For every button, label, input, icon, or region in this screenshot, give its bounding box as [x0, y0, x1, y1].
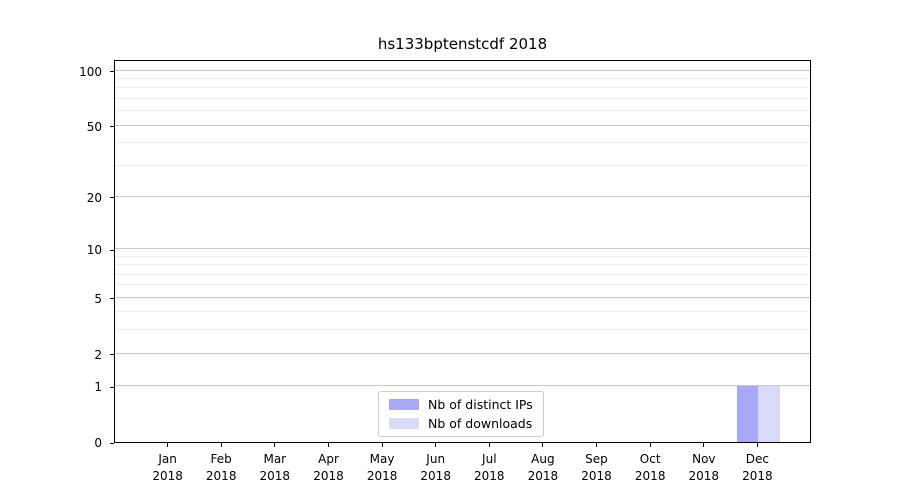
x-tick-mark-4 — [381, 443, 383, 447]
chart-title: hs133bptenstcdf 2018 — [377, 35, 548, 53]
x-tick-label-8: Sep 2018 — [581, 452, 612, 483]
x-tick-mark-2 — [274, 443, 276, 447]
x-tick-label-0: Jan 2018 — [152, 452, 183, 483]
gridline-minor-90 — [115, 77, 810, 79]
gridline-minor-4 — [115, 311, 810, 313]
y-tick-mark-20 — [110, 197, 114, 199]
gridline-major-10 — [115, 248, 810, 249]
gridline-major-5 — [115, 296, 810, 298]
y-tick-label-10: 10 — [86, 243, 102, 257]
y-tick-mark-10 — [110, 249, 114, 251]
y-tick-label-50: 50 — [86, 119, 102, 134]
y-tick-label-20: 20 — [86, 190, 102, 205]
bar-nb-of-distinct-ips-11 — [736, 386, 759, 442]
x-tick-label-4: May 2018 — [366, 452, 398, 483]
plot-area — [114, 60, 811, 443]
x-tick-label-1: Feb 2018 — [205, 452, 237, 483]
gridline-minor-6 — [115, 284, 810, 286]
y-tick-mark-0 — [110, 442, 114, 444]
x-tick-label-9: Oct 2018 — [634, 452, 666, 483]
x-tick-label-6: Jul 2018 — [474, 452, 505, 483]
x-tick-label-5: Jun 2018 — [420, 452, 451, 483]
legend-label-downloads: Nb of downloads — [428, 416, 533, 431]
y-tick-label-100: 100 — [79, 64, 102, 79]
y-tick-mark-1 — [110, 386, 114, 388]
gridline-major-2 — [115, 352, 810, 354]
y-tick-label-5: 5 — [94, 291, 102, 306]
x-tick-mark-8 — [596, 443, 597, 447]
x-tick-mark-10 — [703, 443, 705, 447]
x-tick-label-10: Nov 2018 — [688, 452, 720, 483]
y-tick-label-0: 0 — [94, 436, 102, 450]
x-tick-mark-6 — [488, 443, 490, 447]
gridline-minor-30 — [115, 164, 810, 166]
legend-item-downloads: Nb of downloads — [389, 415, 533, 432]
legend-item-distinct-ips: Nb of distinct IPs — [389, 396, 533, 413]
gridline-major-50 — [115, 124, 810, 126]
x-tick-mark-11 — [756, 443, 758, 447]
x-tick-mark-5 — [435, 443, 437, 447]
y-tick-mark-5 — [110, 298, 114, 300]
y-tick-label-2: 2 — [94, 347, 102, 362]
gridline-minor-60 — [115, 110, 810, 112]
gridline-minor-70 — [115, 97, 810, 99]
legend-swatch-distinct-ips — [389, 399, 419, 410]
x-tick-mark-7 — [542, 443, 544, 447]
gridline-minor-7 — [115, 273, 810, 275]
x-tick-mark-3 — [328, 443, 329, 447]
gridline-minor-3 — [115, 329, 810, 331]
gridline-minor-8 — [115, 264, 810, 266]
legend-swatch-downloads — [389, 418, 419, 429]
gridline-major-1 — [115, 385, 810, 387]
x-tick-mark-0 — [167, 443, 169, 447]
gridline-minor-80 — [115, 87, 810, 89]
y-tick-mark-2 — [110, 354, 114, 356]
gridline-major-20 — [115, 195, 810, 197]
y-tick-mark-50 — [110, 126, 114, 127]
legend-label-distinct-ips: Nb of distinct IPs — [428, 397, 533, 412]
x-tick-mark-9 — [649, 443, 651, 447]
x-tick-label-11: Dec 2018 — [742, 452, 773, 483]
gridline-minor-9 — [115, 255, 810, 257]
y-tick-mark-100 — [110, 71, 114, 72]
legend: Nb of distinct IPs Nb of downloads — [378, 391, 544, 437]
x-tick-mark-1 — [220, 443, 222, 447]
x-tick-label-3: Apr 2018 — [313, 452, 344, 483]
gridline-major-100 — [115, 69, 810, 71]
x-tick-label-2: Mar 2018 — [259, 452, 291, 483]
gridline-minor-40 — [115, 142, 810, 144]
y-tick-label-1: 1 — [94, 380, 102, 395]
x-tick-label-7: Aug 2018 — [527, 452, 559, 483]
bar-nb-of-downloads-11 — [758, 386, 780, 442]
